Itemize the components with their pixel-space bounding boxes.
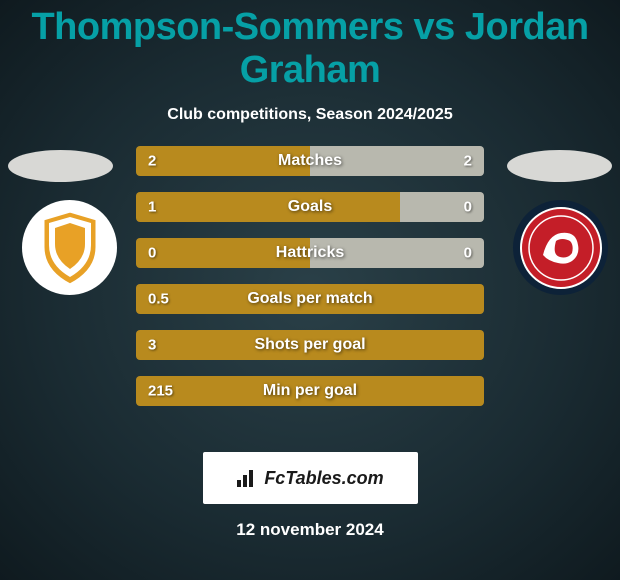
bar-chart-icon (236, 468, 258, 488)
left-value: 0.5 (148, 291, 169, 308)
comparison-title: Thompson-Sommers vs Jordan Graham (0, 0, 620, 92)
stat-label: Shots per goal (254, 336, 365, 354)
left-team-badge (22, 200, 117, 295)
left-value: 2 (148, 153, 156, 170)
stat-row: 1 0 Goals (136, 192, 484, 222)
stat-label: Goals per match (247, 290, 372, 308)
right-team-badge (513, 200, 608, 295)
stat-row: 2 2 Matches (136, 146, 484, 176)
right-value: 0 (464, 245, 472, 262)
stat-label: Min per goal (263, 382, 357, 400)
right-player-silhouette (507, 150, 612, 182)
stat-row: 0.5 Goals per match (136, 284, 484, 314)
left-value: 215 (148, 383, 173, 400)
stat-label: Hattricks (276, 244, 344, 262)
left-bar-fill (136, 192, 400, 222)
right-value: 2 (464, 153, 472, 170)
source-badge[interactable]: FcTables.com (203, 452, 418, 504)
crest-icon (518, 205, 604, 291)
left-value: 1 (148, 199, 156, 216)
left-value: 3 (148, 337, 156, 354)
stat-row: 3 Shots per goal (136, 330, 484, 360)
stat-row: 0 0 Hattricks (136, 238, 484, 268)
stat-label: Matches (278, 152, 342, 170)
comparison-date: 12 november 2024 (0, 520, 620, 540)
shield-icon (35, 209, 105, 287)
right-value: 0 (464, 199, 472, 216)
stat-row: 215 Min per goal (136, 376, 484, 406)
stat-bars: 2 2 Matches 1 0 Goals 0 0 Hattricks 0.5 Goals per … (136, 146, 484, 422)
left-value: 0 (148, 245, 156, 262)
comparison-subtitle: Club competitions, Season 2024/2025 (0, 106, 620, 124)
comparison-chart: 2 2 Matches 1 0 Goals 0 0 Hattricks 0.5 Goals per … (0, 146, 620, 446)
left-player-silhouette (8, 150, 113, 182)
source-label: FcTables.com (264, 468, 383, 489)
stat-label: Goals (288, 198, 332, 216)
